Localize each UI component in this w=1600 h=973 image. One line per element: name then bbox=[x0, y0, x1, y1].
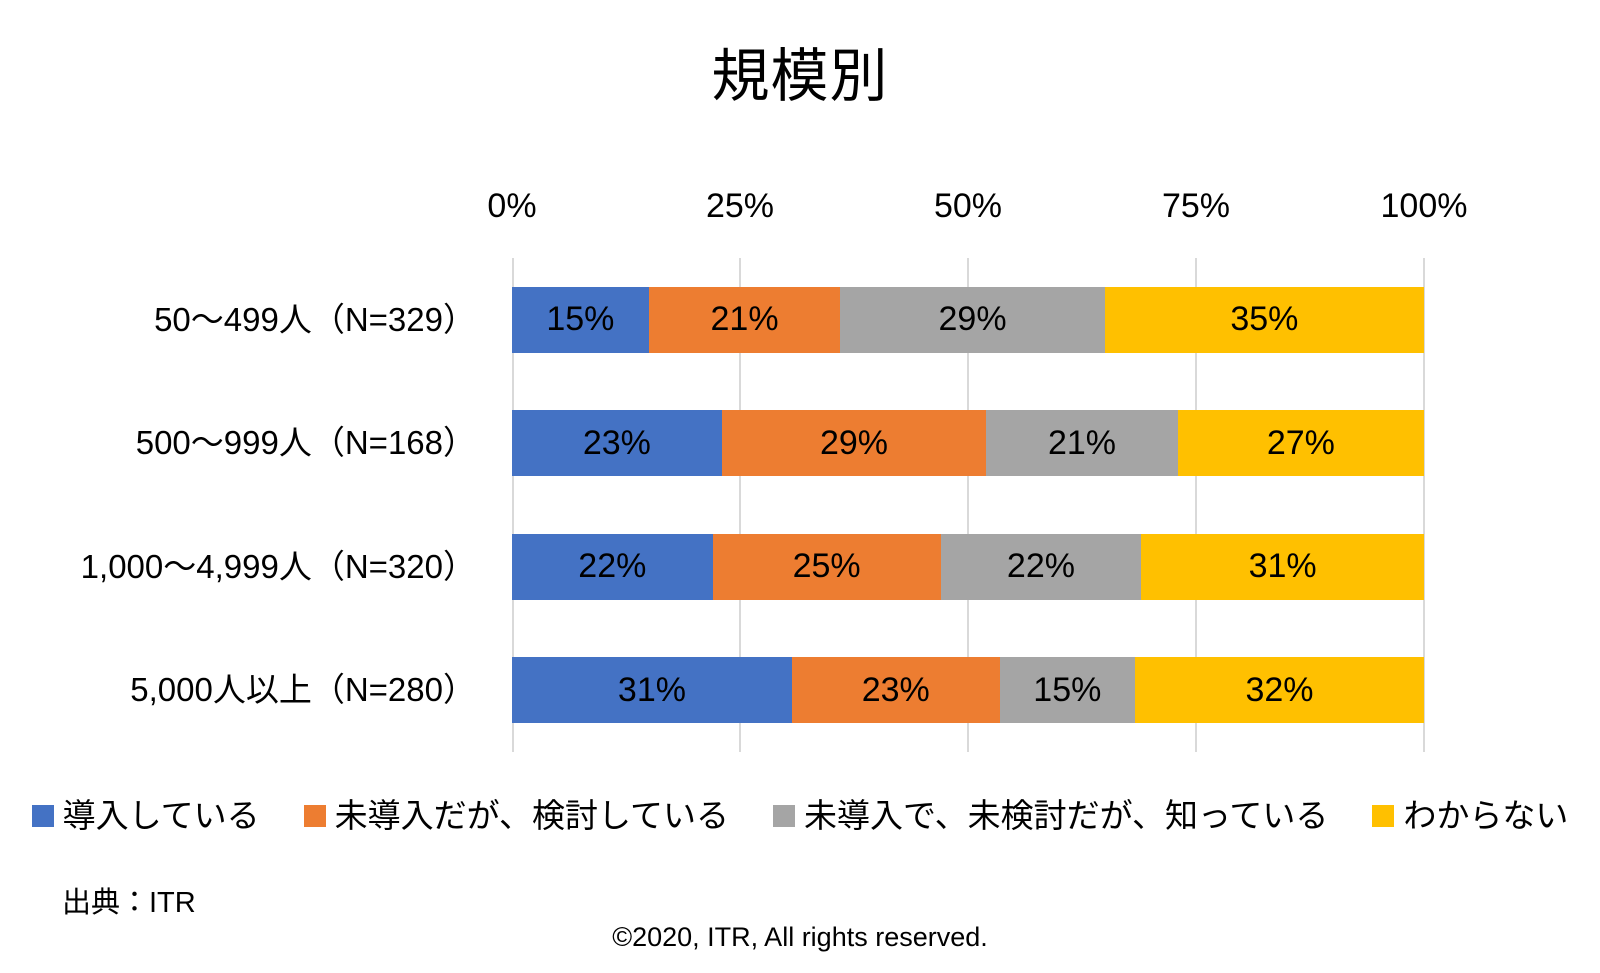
bar-value-label: 15% bbox=[546, 300, 615, 339]
y-axis-category-labels: 50〜499人（N=329） 500〜999人（N=168） 1,000〜4,999… bbox=[0, 258, 494, 752]
bar-segment: 22% bbox=[940, 533, 1142, 600]
y-axis-line bbox=[512, 258, 514, 752]
legend-swatch-icon bbox=[303, 805, 326, 827]
bar-row: 23% 29% 21% 27% bbox=[512, 410, 1424, 477]
bar-value-label: 31% bbox=[617, 670, 686, 709]
bar-segment: 29% bbox=[840, 286, 1105, 353]
bar-value-label: 15% bbox=[1033, 670, 1102, 709]
legend-item[interactable]: 導入している bbox=[31, 794, 260, 838]
bar-segment: 23% bbox=[512, 410, 722, 477]
bar-segment: 31% bbox=[1141, 533, 1424, 600]
gridline bbox=[739, 258, 741, 752]
bar-segment: 27% bbox=[1177, 410, 1424, 477]
bar-value-label: 27% bbox=[1266, 423, 1335, 462]
y-tick-label: 1,000〜4,999人（N=320） bbox=[80, 547, 476, 585]
bar-segment: 32% bbox=[1135, 657, 1424, 724]
bar-segment: 25% bbox=[712, 533, 941, 600]
bar-value-label: 32% bbox=[1245, 670, 1314, 709]
legend-swatch-icon bbox=[773, 805, 795, 827]
x-axis-tick-labels: 0% 25% 50% 75% 100% bbox=[487, 184, 1467, 228]
copyright-note: ©2020, ITR, All rights reserved. bbox=[612, 922, 988, 952]
y-tick-label: 5,000人以上（N=280） bbox=[130, 671, 476, 709]
bar-row: 31% 23% 15% 32% bbox=[512, 657, 1424, 724]
legend-swatch-icon bbox=[31, 805, 54, 827]
bar-row: 22% 25% 22% 31% bbox=[512, 533, 1424, 600]
bar-row: 15% 21% 29% 35% bbox=[512, 286, 1424, 353]
bar-value-label: 23% bbox=[861, 670, 930, 709]
legend-label: 未導入だが、検討している bbox=[334, 797, 729, 834]
x-tick-label: 50% bbox=[933, 187, 1003, 225]
legend-label: 導入している bbox=[62, 797, 260, 834]
bar-value-label: 31% bbox=[1248, 547, 1317, 586]
bar-value-label: 21% bbox=[710, 300, 779, 339]
bar-segment: 35% bbox=[1104, 286, 1424, 353]
plot-area: 15% 21% 29% 35% 23% 29% 21% 27% 22% 25% 22% 31% 31% 2… bbox=[512, 258, 1425, 752]
bar-segment: 15% bbox=[999, 657, 1136, 724]
legend-item[interactable]: 未導入で、未検討だが、知っている bbox=[773, 794, 1328, 838]
legend-swatch-icon bbox=[1372, 805, 1395, 827]
legend-label: 未導入で、未検討だが、知っている bbox=[804, 797, 1329, 834]
bar-segment: 22% bbox=[512, 533, 713, 600]
bar-value-label: 29% bbox=[819, 423, 889, 462]
bar-segment: 31% bbox=[512, 657, 792, 724]
bar-segment: 29% bbox=[721, 410, 987, 477]
gridline bbox=[1423, 258, 1425, 752]
x-tick-label: 25% bbox=[705, 187, 775, 225]
x-tick-label: 0% bbox=[487, 187, 537, 225]
bar-segment: 23% bbox=[791, 657, 1000, 724]
bar-segment: 21% bbox=[986, 410, 1178, 477]
x-tick-label: 100% bbox=[1380, 187, 1468, 225]
chart-legend: 導入している 未導入だが、検討している 未導入で、未検討だが、知っている わからない bbox=[0, 792, 1600, 840]
bar-value-label: 22% bbox=[578, 547, 647, 586]
gridline bbox=[967, 258, 969, 752]
legend-label: わからない bbox=[1403, 797, 1569, 834]
bar-value-label: 23% bbox=[582, 423, 651, 462]
page-title: 規模別 bbox=[711, 44, 889, 109]
gridline bbox=[1195, 258, 1197, 752]
bar-value-label: 29% bbox=[938, 300, 1007, 339]
bar-value-label: 21% bbox=[1047, 423, 1116, 462]
legend-item[interactable]: わからない bbox=[1372, 794, 1568, 838]
x-tick-label: 75% bbox=[1161, 187, 1231, 225]
bar-segment: 21% bbox=[648, 286, 841, 353]
bar-value-label: 22% bbox=[1006, 547, 1075, 586]
y-tick-label: 50〜499人（N=329） bbox=[154, 300, 476, 338]
legend-item[interactable]: 未導入だが、検討している bbox=[303, 794, 729, 838]
bar-value-label: 25% bbox=[792, 547, 861, 586]
source-note: 出典：ITR bbox=[62, 887, 196, 919]
bar-value-label: 35% bbox=[1230, 300, 1299, 339]
bar-segment: 15% bbox=[512, 286, 649, 353]
y-tick-label: 500〜999人（N=168） bbox=[135, 424, 476, 462]
